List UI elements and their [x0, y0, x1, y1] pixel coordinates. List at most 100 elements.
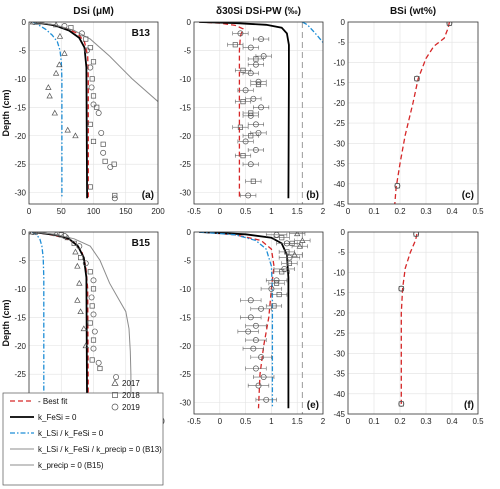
x-tick-label: 0 — [218, 207, 223, 216]
series-line-precip-zero — [32, 232, 132, 409]
data-point-circle — [88, 294, 95, 301]
x-tick-label: -0.5 — [187, 417, 201, 426]
data-point-circle — [252, 147, 259, 153]
x-tick-label: 0 — [27, 207, 32, 216]
series-line-best-fit — [32, 232, 89, 409]
data-point-triangle — [296, 242, 303, 249]
y-tick-label: 0 — [187, 228, 192, 237]
data-point-circle — [84, 47, 91, 54]
data-point-square — [90, 286, 97, 292]
x-tick-label: 200 — [151, 207, 165, 216]
data-point-square — [248, 133, 254, 139]
y-tick-label: 0 — [22, 18, 27, 27]
y-tick-label: -15 — [179, 103, 191, 112]
data-point-circle — [98, 129, 105, 136]
y-tick-label: -25 — [333, 119, 345, 128]
data-point-square — [248, 110, 254, 116]
y-tick-label: -30 — [14, 189, 26, 198]
data-point-square — [83, 36, 89, 42]
data-point-circle — [90, 277, 97, 284]
panel-b: -0.5 0 0.5 1 1.5 2 0 -5 -10 -15 -20 -25 -30 δ30Si DSi… — [179, 6, 325, 216]
y-tick-label: -5 — [184, 256, 192, 265]
y-tick-label: 0 — [187, 18, 192, 27]
data-point-triangle — [56, 61, 63, 68]
data-point-triangle — [72, 248, 79, 255]
x-tick-label: 150 — [119, 207, 133, 216]
data-point-triangle — [82, 342, 89, 349]
plot-area — [199, 22, 323, 204]
y-tick-label: -15 — [179, 313, 191, 322]
data-point-triangle — [52, 232, 60, 237]
panel-label: (b) — [306, 190, 319, 201]
series-line-best-fit — [400, 233, 418, 404]
panel-label: (f) — [464, 400, 474, 411]
series-line-klsi-zero — [199, 232, 274, 409]
x-tick-label: 0.3 — [420, 417, 432, 426]
data-point-square — [87, 320, 93, 326]
data-point-circle — [247, 314, 254, 321]
data-point-circle — [252, 61, 259, 68]
legend-marker-label-2019: 2019 — [122, 403, 140, 412]
x-tick-label: 100 — [87, 207, 101, 216]
y-axis-label: Depth (cm) — [1, 89, 11, 136]
data-point-circle — [90, 345, 97, 352]
data-point-square — [87, 269, 93, 275]
data-point-circle — [283, 240, 290, 247]
y-tick-label: -45 — [333, 410, 345, 419]
data-point-circle — [446, 22, 453, 27]
data-point-square — [89, 76, 95, 82]
legend-marker-circle — [111, 403, 119, 411]
data-point-circle — [250, 345, 257, 352]
data-point-square — [276, 292, 282, 298]
data-point-circle — [250, 95, 257, 102]
x-tick-label: 0.4 — [446, 417, 458, 426]
data-point-square — [279, 235, 285, 241]
data-point-square — [253, 56, 259, 62]
data-point-square — [94, 104, 100, 110]
series-line-best-fit — [199, 232, 275, 409]
panel-title: BSi (wt%) — [390, 6, 436, 17]
y-tick-label: -35 — [333, 160, 345, 169]
data-point-square — [87, 184, 93, 190]
axes-frame — [193, 21, 324, 205]
y-tick-label: -5 — [338, 38, 346, 47]
data-point-square — [414, 76, 420, 82]
y-tick-label: -20 — [333, 309, 345, 318]
data-point-square — [32, 232, 39, 235]
data-point-square — [112, 192, 118, 199]
y-tick-label: -30 — [179, 399, 191, 408]
data-point-square — [274, 280, 280, 286]
data-point-square — [89, 357, 95, 363]
panel-label: (a) — [142, 190, 154, 201]
data-point-circle — [398, 400, 405, 407]
legend-marker-label-2017: 2017 — [122, 379, 140, 388]
data-point-square — [97, 365, 103, 372]
data-point-circle — [286, 254, 293, 261]
y-tick-label: 0 — [341, 228, 346, 237]
data-point-circle — [281, 266, 288, 272]
data-point-square — [87, 121, 93, 127]
data-point-square — [90, 138, 97, 144]
data-point-circle — [242, 87, 249, 94]
plot-area — [29, 22, 158, 202]
data-point-circle — [88, 84, 95, 91]
data-point-circle — [61, 233, 68, 239]
x-tick-label: 0 — [218, 417, 223, 426]
y-tick-label: -40 — [333, 390, 345, 399]
y-tick-label: -10 — [333, 268, 345, 277]
data-point-square — [232, 42, 238, 48]
data-point-square — [240, 67, 246, 73]
y-tick-label: -5 — [19, 46, 27, 55]
y-tick-label: -15 — [333, 79, 345, 88]
x-tick-label: 0.1 — [368, 417, 380, 426]
data-point-circle — [242, 138, 249, 145]
series-line-kfesi-zero — [199, 22, 290, 199]
x-tick-label: 2 — [321, 417, 326, 426]
y-tick-label: -20 — [333, 99, 345, 108]
x-tick-label: 0.1 — [368, 207, 380, 216]
series-line-kfesi-zero — [32, 22, 88, 199]
data-point-square — [71, 240, 77, 246]
legend-box — [2, 392, 164, 486]
data-point-circle — [258, 354, 265, 361]
data-point-square — [398, 401, 404, 407]
